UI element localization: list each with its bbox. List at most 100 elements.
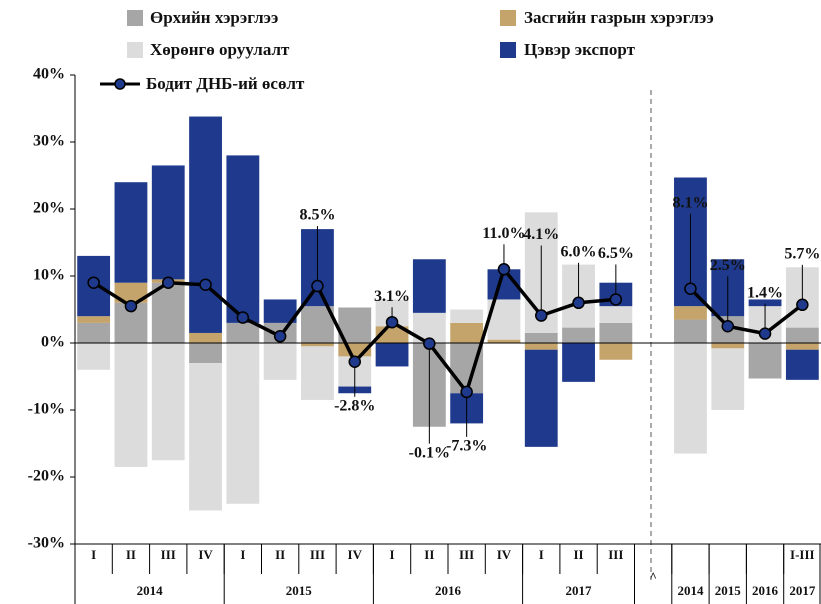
bar-segment [375, 343, 409, 367]
y-tick-label: 0% [41, 334, 65, 351]
group-label: 2017 [566, 583, 593, 598]
bar-segment [524, 343, 558, 350]
data-label: 8.5% [299, 207, 335, 224]
legend-label: Цэвэр экспорт [524, 40, 636, 59]
bar-segment [412, 259, 446, 313]
bar-segment [114, 343, 148, 467]
x-tick-label: I [539, 547, 544, 562]
group-label: 2016 [752, 583, 779, 598]
x-tick-label: III [161, 547, 176, 562]
x-tick-label: II [573, 547, 583, 562]
growth-marker [423, 337, 436, 350]
legend-label: Засгийн газрын хэрэглээ [524, 8, 714, 27]
growth-marker [609, 293, 623, 306]
bar-segment [562, 343, 595, 382]
bar-segment [77, 343, 111, 370]
x-tick-label: I-III [790, 547, 815, 562]
legend-swatch [127, 10, 143, 26]
bar-segment [450, 322, 484, 343]
bar-segment [301, 343, 334, 347]
data-label: 3.1% [374, 288, 410, 305]
data-label: 1.4% [747, 284, 783, 301]
bar-segment [599, 343, 633, 360]
growth-marker [311, 279, 324, 293]
bar-segment [785, 349, 819, 380]
y-tick-label: -10% [28, 401, 65, 418]
bar-segment [748, 299, 782, 307]
growth-marker [684, 282, 697, 295]
bar-segment [189, 332, 222, 343]
bar-segment [151, 343, 185, 461]
legend-marker [114, 78, 126, 90]
growth-marker [385, 315, 399, 329]
data-label: 4.1% [523, 226, 559, 243]
x-tick-label: IV [198, 547, 213, 562]
bar-segment [114, 182, 148, 283]
bar-segment [450, 309, 484, 323]
x-tick-label: I [240, 547, 245, 562]
x-tick-label: IV [348, 547, 363, 562]
legend-swatch [127, 42, 143, 58]
growth-marker [535, 309, 548, 322]
growth-marker [124, 299, 138, 313]
group-label: 2015 [286, 583, 313, 598]
legend-label: Өрхийн хэрэглээ [150, 8, 278, 27]
legend-swatch [500, 10, 516, 26]
y-tick-label: -20% [28, 468, 65, 485]
bar-segment [301, 306, 334, 343]
x-tick-label: III [459, 547, 474, 562]
data-label: -2.8% [334, 397, 375, 414]
growth-marker [348, 355, 361, 369]
data-label: 11.0% [482, 225, 525, 242]
data-label: 6.5% [598, 245, 634, 262]
bar-segment [263, 299, 297, 323]
bar-segment [226, 155, 260, 323]
growth-marker [273, 330, 287, 343]
x-tick-label: I [91, 547, 96, 562]
y-tick-label: 20% [33, 200, 65, 217]
group-label: 2014 [137, 583, 164, 598]
x-tick-label: ^ [649, 569, 657, 584]
bar-segment [189, 116, 222, 333]
group-label: 2014 [677, 583, 704, 598]
data-label: -7.3% [446, 438, 487, 455]
y-tick-label: 30% [33, 133, 65, 150]
x-tick-label: I [390, 547, 395, 562]
bar-segment [487, 339, 521, 343]
growth-marker [199, 278, 212, 291]
bar-segment [77, 322, 111, 343]
bar-segment [599, 322, 633, 343]
y-tick-label: 40% [33, 66, 65, 83]
data-label: 6.0% [561, 243, 597, 260]
growth-marker [460, 385, 473, 399]
bar-segment [524, 349, 558, 447]
group-label: 2016 [435, 583, 462, 598]
bar-segment [151, 282, 185, 343]
bar-segment [263, 343, 297, 380]
growth-marker [721, 320, 734, 333]
x-tick-label: IV [497, 547, 512, 562]
x-tick-label: III [310, 547, 325, 562]
bar-segment [524, 332, 558, 343]
x-tick-label: II [275, 547, 285, 562]
y-tick-label: 10% [33, 267, 65, 284]
bar-segment [226, 322, 260, 343]
x-tick-label: II [126, 547, 136, 562]
bar-segment [711, 343, 745, 349]
bar-segment [226, 343, 260, 504]
growth-marker [87, 276, 100, 289]
bar-segment [562, 327, 595, 343]
data-label: 2.5% [710, 257, 746, 274]
y-tick-label: -30% [28, 535, 65, 552]
bar-segment [674, 306, 707, 320]
data-label: -0.1% [409, 444, 450, 461]
x-tick-label: III [608, 547, 623, 562]
bar-segment [77, 316, 111, 323]
growth-marker [796, 298, 809, 312]
bar-segment [301, 346, 334, 400]
legend-swatch [500, 42, 516, 58]
group-label: 2015 [715, 583, 742, 598]
bar-segment [599, 306, 633, 323]
growth-marker [236, 311, 250, 324]
